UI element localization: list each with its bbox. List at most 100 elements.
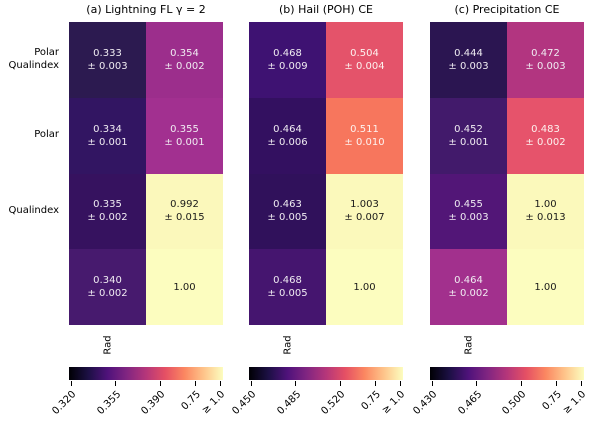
colorbar-tick-label: ≥ 1.0	[561, 389, 589, 417]
colorbar-tick	[159, 381, 161, 386]
cell-value-line: ± 0.003	[525, 60, 566, 72]
colorbar-tick-label: 0.465	[455, 389, 484, 418]
cell-value-line: ± 0.001	[87, 136, 128, 148]
cell-value-line: 0.335	[93, 199, 122, 211]
heatmap-cell-a-r1c0: 0.334 ± 0.001	[69, 97, 146, 174]
cell-value-line: 0.463	[273, 199, 302, 211]
cell-value-line: 0.333	[93, 47, 122, 59]
cell-value-line: 0.340	[93, 275, 122, 287]
cell-value-line: ± 0.001	[448, 136, 489, 148]
colorbar-tick	[431, 381, 433, 386]
cell-value-line: ± 0.002	[87, 288, 128, 300]
cell-value-line: 0.444	[454, 47, 483, 59]
panel-b-title: (b) Hail (POH) CE	[279, 3, 373, 16]
cell-value-line: ± 0.005	[267, 212, 308, 224]
heatmap-cell-c-r0c0: 0.444 ± 0.003	[430, 22, 507, 98]
cell-value-line: 0.468	[273, 275, 302, 287]
row-label-2: Qualindex	[0, 174, 64, 250]
heatmap-cell-a-r0c1: 0.354 ± 0.002	[146, 22, 223, 98]
heatmap-cell-c-r1c1: 0.483 ± 0.002	[507, 97, 584, 174]
x-tick-wrap-c: Rad	[430, 330, 507, 360]
heatmap-cell-a-r2c1: 0.992 ± 0.015	[146, 173, 223, 250]
cell-value-line: ± 0.010	[344, 136, 385, 148]
row-label-line: Polar	[34, 129, 59, 141]
cell-value-line: 0.464	[273, 123, 302, 135]
heatmap-cell-c-r3c0: 0.464 ± 0.002	[430, 249, 507, 325]
cell-value-line: 0.464	[454, 275, 483, 287]
cell-value-line: ± 0.002	[448, 288, 489, 300]
colorbar-a: 0.320 0.355 0.390 0.75 ≥ 1.0	[50, 367, 228, 417]
cell-value-line: 1.00	[534, 199, 557, 211]
cell-value-line: ± 0.009	[267, 60, 308, 72]
heatmap-cell-a-r2c0: 0.335 ± 0.002	[69, 173, 146, 250]
cell-value-line: 0.354	[170, 47, 199, 59]
heatmap-cell-c-r1c0: 0.452 ± 0.001	[430, 97, 507, 174]
heatmap-cell-b-r3c0: 0.468 ± 0.005	[249, 249, 326, 325]
colorbar-tick	[375, 381, 377, 386]
heatmap-cell-b-r2c1: 1.003 ± 0.007	[326, 173, 403, 250]
x-tick-label-rad: Rad	[282, 335, 293, 355]
cell-value-line: ± 0.003	[448, 60, 489, 72]
cell-value-line: 0.504	[350, 47, 379, 59]
colorbar-tick	[115, 381, 117, 386]
colorbar-gradient	[430, 367, 584, 380]
cell-value-line: 1.00	[173, 281, 196, 293]
x-tick-label-rad: Rad	[463, 335, 474, 355]
colorbar-tick-label: 0.430	[411, 389, 440, 418]
colorbar-tick	[556, 381, 558, 386]
cell-value-line: ± 0.004	[344, 60, 385, 72]
cell-value-line: ± 0.002	[164, 60, 205, 72]
cell-value-line: ± 0.003	[448, 212, 489, 224]
cell-value-line: ± 0.015	[164, 212, 205, 224]
cell-value-line: 1.00	[353, 281, 376, 293]
heatmap-cell-b-r2c0: 0.463 ± 0.005	[249, 173, 326, 250]
cell-value-line: 0.455	[454, 199, 483, 211]
row-label-line: Qualindex	[8, 205, 59, 217]
heatmap-cell-a-r3c1: 1.00	[146, 249, 223, 325]
heatmap-cell-c-r2c0: 0.455 ± 0.003	[430, 173, 507, 250]
colorbar-tick	[70, 381, 72, 386]
heatmap-cell-b-r3c1: 1.00	[326, 249, 403, 325]
cell-value-line: ± 0.005	[267, 288, 308, 300]
colorbar-tick-label: 0.320	[50, 389, 79, 418]
row-labels: Polar Qualindex Polar Qualindex	[0, 22, 64, 325]
colorbar-tick	[476, 381, 478, 386]
colorbar-tick	[195, 381, 197, 386]
colorbar-tick-label: 0.520	[319, 389, 348, 418]
colorbar-tick-label: 0.75	[540, 389, 565, 413]
colorbar-tick	[339, 381, 341, 386]
cell-value-line: 0.511	[350, 123, 379, 135]
colorbar-tick-label: 0.75	[359, 389, 384, 413]
colorbar-tick-label: 0.500	[500, 389, 529, 418]
heatmap-cell-a-r3c0: 0.340 ± 0.002	[69, 249, 146, 325]
colorbar-tick-label: 0.485	[274, 389, 303, 418]
heatmap-cell-c-r2c1: 1.00 ± 0.013	[507, 173, 584, 250]
cell-value-line: 0.992	[170, 199, 199, 211]
panel-c-heatmap: 0.444 ± 0.003 0.472 ± 0.003 0.452 ± 0.001 0.48…	[430, 22, 584, 325]
heatmap-cell-a-r1c1: 0.355 ± 0.001	[146, 97, 223, 174]
cell-value-line: 0.452	[454, 123, 483, 135]
row-label-line: Qualindex	[8, 59, 59, 71]
colorbar-gradient	[69, 367, 223, 380]
colorbar-gradient	[249, 367, 403, 380]
colorbar-tick	[295, 381, 297, 386]
colorbar-tick-label: 0.450	[230, 389, 259, 418]
x-tick-wrap-b: Rad	[249, 330, 326, 360]
cell-value-line: 0.472	[531, 47, 560, 59]
heatmap-cell-b-r0c0: 0.468 ± 0.009	[249, 22, 326, 98]
colorbar-tick	[520, 381, 522, 386]
cell-value-line: ± 0.003	[87, 60, 128, 72]
colorbar-tick-label: 0.355	[94, 389, 123, 418]
heatmap-cell-c-r0c1: 0.472 ± 0.003	[507, 22, 584, 98]
colorbar-tick-label: 0.390	[139, 389, 168, 418]
row-label-1: Polar	[0, 98, 64, 174]
cell-value-line: 0.483	[531, 123, 560, 135]
colorbar-tick	[219, 381, 221, 386]
x-tick-wrap-a: Rad	[69, 330, 146, 360]
colorbar-tick	[250, 381, 252, 386]
colorbar-tick	[399, 381, 401, 386]
heatmap-cell-c-r3c1: 1.00	[507, 249, 584, 325]
row-label-line: Polar	[34, 47, 59, 59]
colorbar-tick	[580, 381, 582, 386]
